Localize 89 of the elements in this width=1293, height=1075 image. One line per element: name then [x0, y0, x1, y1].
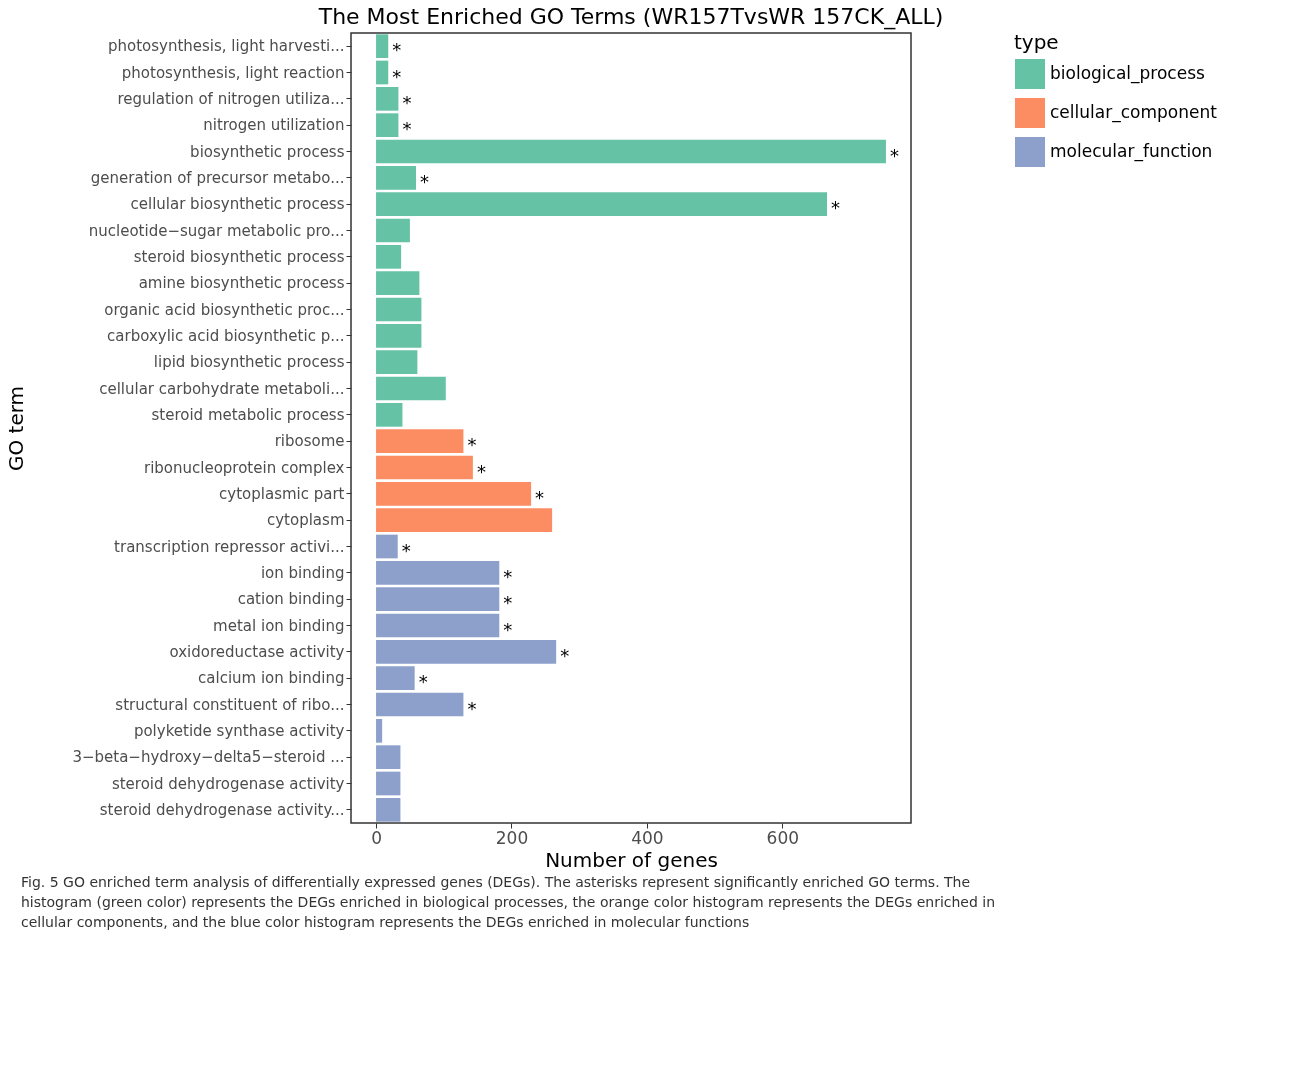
legend-label: biological_process: [1050, 63, 1206, 84]
y-tick-label: steroid dehydrogenase activity: [111, 774, 345, 793]
x-tick-label: 200: [495, 827, 529, 848]
bar: [376, 481, 532, 506]
bar: [376, 718, 383, 743]
bar: [376, 666, 415, 691]
bar: [376, 613, 500, 638]
data-label: *: [467, 697, 477, 719]
y-tick-label: 3−beta−hydroxy−delta5−steroid ...: [72, 748, 345, 767]
data-label: *: [402, 118, 412, 140]
y-tick-label: structural constituent of ribo...: [115, 695, 345, 714]
bar: [376, 508, 553, 533]
data-label: *: [402, 91, 412, 113]
data-label: *: [476, 460, 486, 482]
y-tick-label: photosynthesis, light harvesti...: [107, 37, 345, 56]
data-label: *: [535, 486, 545, 508]
data-label: *: [392, 39, 402, 61]
data-label: *: [392, 65, 402, 87]
legend-title: type: [1014, 30, 1059, 54]
y-tick-label: amine biosynthetic process: [138, 274, 345, 293]
y-tick-label: calcium ion binding: [198, 669, 345, 688]
y-tick-label: generation of precursor metabo...: [90, 168, 345, 187]
y-tick-label: steroid dehydrogenase activity...: [99, 800, 345, 819]
y-tick-label: cellular biosynthetic process: [130, 195, 345, 214]
legend-label: molecular_function: [1050, 141, 1213, 162]
bar: [376, 192, 828, 217]
y-tick-label: cation binding: [237, 590, 345, 609]
y-tick-label: polyketide synthase activity: [133, 721, 345, 740]
y-tick-label: cytoplasmic part: [219, 484, 345, 503]
bar: [376, 639, 557, 664]
y-tick-label: nucleotide−sugar metabolic pro...: [88, 221, 345, 240]
bar: [376, 771, 401, 796]
y-tick-label: steroid metabolic process: [151, 405, 345, 424]
y-tick-label: photosynthesis, light reaction: [121, 63, 345, 82]
bar: [376, 139, 886, 164]
bar: [376, 244, 402, 269]
x-tick-label: 400: [631, 827, 664, 848]
bar: [376, 560, 500, 585]
y-tick-label: nitrogen utilization: [203, 116, 345, 135]
data-label: *: [560, 644, 570, 666]
data-label: *: [418, 671, 428, 693]
data-label: *: [503, 618, 513, 640]
y-tick-label: oxidoreductase activity: [169, 642, 345, 661]
y-tick-label: metal ion binding: [213, 616, 345, 635]
bar: [376, 60, 389, 85]
x-tick-label: 0: [371, 827, 382, 848]
x-tick-label: 600: [766, 827, 800, 848]
y-axis-title: GO term: [3, 385, 28, 472]
data-label: *: [889, 144, 899, 166]
bar: [376, 350, 418, 375]
chart-title: The Most Enriched GO Terms (WR157TvsWR 157CK_ALL): [317, 4, 944, 30]
y-tick-label: steroid biosynthetic process: [133, 247, 345, 266]
bar: [376, 402, 403, 427]
bar: [376, 745, 401, 770]
bar: [376, 692, 464, 717]
caption: Fig. 5 GO enriched term analysis of differentially expressed genes (DEGs). The asterisks represent significantly enriched GO terms. The histogram (green color) represents the DEGs enriched in biological processes, the orange color histogram represents the DEGs enriched in cellular components, and the blue color histogram represents the DEGs enriched in molecular functions: [21, 874, 996, 930]
legend-label: cellular_component: [1050, 102, 1218, 123]
data-label: *: [420, 170, 430, 192]
y-tick-label: regulation of nitrogen utiliza...: [117, 89, 345, 108]
data-label: *: [831, 197, 841, 219]
bar: [376, 218, 410, 243]
y-tick-label: ribonucleoprotein complex: [143, 458, 345, 477]
y-tick-label: ion binding: [260, 563, 345, 582]
bar: [376, 455, 473, 480]
bar: [376, 376, 446, 401]
bar: [376, 797, 401, 822]
y-tick-label: biosynthetic process: [190, 142, 345, 161]
bar: [376, 587, 500, 612]
data-label: *: [401, 539, 411, 561]
bar: [376, 429, 464, 454]
y-tick-label: lipid biosynthetic process: [153, 353, 345, 372]
bar: [376, 297, 422, 322]
bar: [376, 534, 398, 559]
y-tick-label: cytoplasm: [267, 511, 345, 530]
x-axis-title: Number of genes: [545, 847, 718, 872]
data-label: *: [467, 434, 477, 456]
bar: [376, 86, 399, 111]
data-label: *: [503, 565, 513, 587]
bar: [376, 113, 399, 138]
y-tick-label: ribosome: [274, 432, 345, 451]
bar: [376, 271, 420, 296]
bar: [376, 165, 417, 190]
y-tick-label: transcription repressor activi...: [114, 537, 345, 556]
y-tick-label: organic acid biosynthetic proc...: [104, 300, 345, 319]
data-label: *: [503, 592, 513, 614]
y-tick-label: cellular carbohydrate metaboli...: [99, 379, 345, 398]
bar: [376, 34, 389, 59]
y-tick-label: carboxylic acid biosynthetic p...: [107, 326, 345, 345]
bar: [376, 323, 422, 348]
